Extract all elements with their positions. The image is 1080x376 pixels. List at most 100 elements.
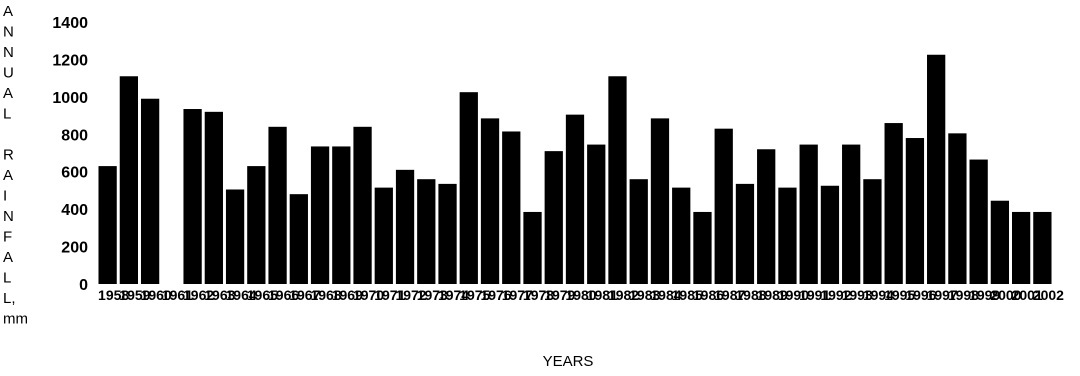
bar-1999 bbox=[969, 159, 988, 284]
y-axis-label-char: L bbox=[3, 270, 11, 287]
bar-1985 bbox=[672, 187, 691, 284]
bar-1983 bbox=[629, 179, 648, 284]
y-axis-label-char: R bbox=[3, 147, 14, 164]
x-tick-label: 1978 bbox=[523, 287, 554, 303]
x-tick-label: 1982 bbox=[608, 287, 639, 303]
bar-1960 bbox=[140, 98, 160, 284]
x-tick-label: 1995 bbox=[884, 287, 915, 303]
bar-1978 bbox=[523, 211, 542, 284]
x-tick-label: 1977 bbox=[502, 287, 533, 303]
bar-1997 bbox=[927, 54, 946, 284]
x-tick-label: 1965 bbox=[247, 287, 278, 303]
x-tick-label: 1966 bbox=[268, 287, 299, 303]
x-tick-label: 1992 bbox=[820, 287, 851, 303]
x-tick-label: 1971 bbox=[374, 287, 405, 303]
x-tick-label: 1967 bbox=[289, 287, 320, 303]
x-tick-label: 1959 bbox=[119, 287, 150, 303]
x-tick-label: 1983 bbox=[629, 287, 660, 303]
x-tick-label: 1994 bbox=[863, 287, 894, 303]
bar-1987 bbox=[714, 128, 733, 284]
bar-1963 bbox=[204, 111, 223, 284]
y-axis-label-char: U bbox=[3, 65, 14, 82]
bar-1977 bbox=[502, 131, 521, 284]
x-tick-label: 2002 bbox=[1033, 287, 1064, 303]
bar-1971 bbox=[374, 187, 393, 284]
bar-1967 bbox=[289, 194, 308, 284]
bar-1966 bbox=[268, 126, 287, 284]
y-axis-label-char: N bbox=[3, 208, 14, 225]
y-tick-label: 1400 bbox=[52, 15, 88, 32]
bar-1972 bbox=[395, 169, 415, 284]
y-tick-label: 200 bbox=[61, 240, 88, 257]
bar-1959 bbox=[119, 76, 138, 285]
bar-1980 bbox=[565, 114, 585, 284]
x-tick-label: 1974 bbox=[438, 287, 469, 303]
x-tick-label: 1958 bbox=[98, 287, 129, 303]
x-tick-label: 1989 bbox=[757, 287, 788, 303]
bar-1965 bbox=[247, 166, 266, 284]
bar-1974 bbox=[438, 183, 457, 284]
y-axis-label-char: I bbox=[3, 188, 7, 205]
y-axis-label-char: mm bbox=[3, 311, 28, 328]
y-tick-label: 400 bbox=[61, 202, 88, 219]
bar-1973 bbox=[417, 179, 436, 284]
y-tick-label: 600 bbox=[61, 165, 88, 182]
bar-1976 bbox=[480, 118, 500, 284]
x-tick-label: 1979 bbox=[544, 287, 575, 303]
x-tick-label: 1999 bbox=[969, 287, 1000, 303]
x-tick-label: 1980 bbox=[565, 287, 596, 303]
bar-1998 bbox=[948, 133, 967, 284]
bar-1975 bbox=[459, 92, 478, 285]
bar-2002 bbox=[1033, 211, 1052, 284]
x-tick-label: 1961 bbox=[162, 287, 193, 303]
x-tick-label: 1997 bbox=[927, 287, 958, 303]
y-axis-label-char: A bbox=[3, 85, 13, 102]
y-axis-label-char: N bbox=[3, 44, 14, 61]
x-tick-label: 1991 bbox=[799, 287, 830, 303]
bar-1986 bbox=[693, 211, 712, 284]
x-tick-label: 1990 bbox=[778, 287, 809, 303]
y-tick-label: 1200 bbox=[52, 52, 88, 69]
y-axis-ticks: 0 200 400 600 800 1000 1200 1400 bbox=[52, 15, 88, 294]
bar-1958 bbox=[98, 166, 117, 284]
x-tick-label: 1984 bbox=[650, 287, 681, 303]
x-tick-label: 1988 bbox=[735, 287, 766, 303]
bar-1969 bbox=[332, 146, 351, 284]
y-axis-label-char: L, bbox=[3, 290, 16, 307]
y-tick-label: 0 bbox=[79, 277, 88, 294]
bar-2001 bbox=[1012, 211, 1031, 284]
x-tick-label: 1968 bbox=[310, 287, 341, 303]
bar-1994 bbox=[863, 179, 882, 284]
bar-1962 bbox=[183, 109, 202, 285]
x-tick-label: 1972 bbox=[395, 287, 426, 303]
bar-1982 bbox=[608, 76, 627, 285]
bar-1990 bbox=[778, 187, 797, 284]
x-tick-label: 1987 bbox=[714, 287, 745, 303]
y-tick-label: 1000 bbox=[52, 90, 88, 107]
x-tick-label: 1970 bbox=[353, 287, 384, 303]
x-tick-label: 1960 bbox=[141, 287, 172, 303]
x-axis-ticks: 1958195919601961196219631964196519661967… bbox=[98, 287, 1064, 303]
x-tick-label: 1973 bbox=[417, 287, 448, 303]
x-tick-label: 2000 bbox=[990, 287, 1021, 303]
x-axis-label: YEARS bbox=[543, 353, 594, 370]
y-tick-label: 800 bbox=[61, 127, 88, 144]
bar-1989 bbox=[757, 149, 776, 284]
x-tick-label: 1969 bbox=[332, 287, 363, 303]
x-tick-label: 1998 bbox=[948, 287, 979, 303]
x-tick-label: 1975 bbox=[459, 287, 490, 303]
x-tick-label: 1962 bbox=[183, 287, 214, 303]
bar-1993 bbox=[842, 144, 861, 284]
bar-1984 bbox=[650, 118, 670, 284]
x-tick-label: 1985 bbox=[672, 287, 703, 303]
x-tick-label: 1996 bbox=[905, 287, 936, 303]
bar-1996 bbox=[905, 138, 925, 284]
bar-1970 bbox=[353, 126, 372, 284]
bar-1968 bbox=[310, 146, 330, 284]
bar-1981 bbox=[587, 144, 606, 284]
x-tick-label: 1976 bbox=[480, 287, 511, 303]
y-axis-label-char: A bbox=[3, 249, 13, 266]
bar-2000 bbox=[990, 200, 1010, 284]
